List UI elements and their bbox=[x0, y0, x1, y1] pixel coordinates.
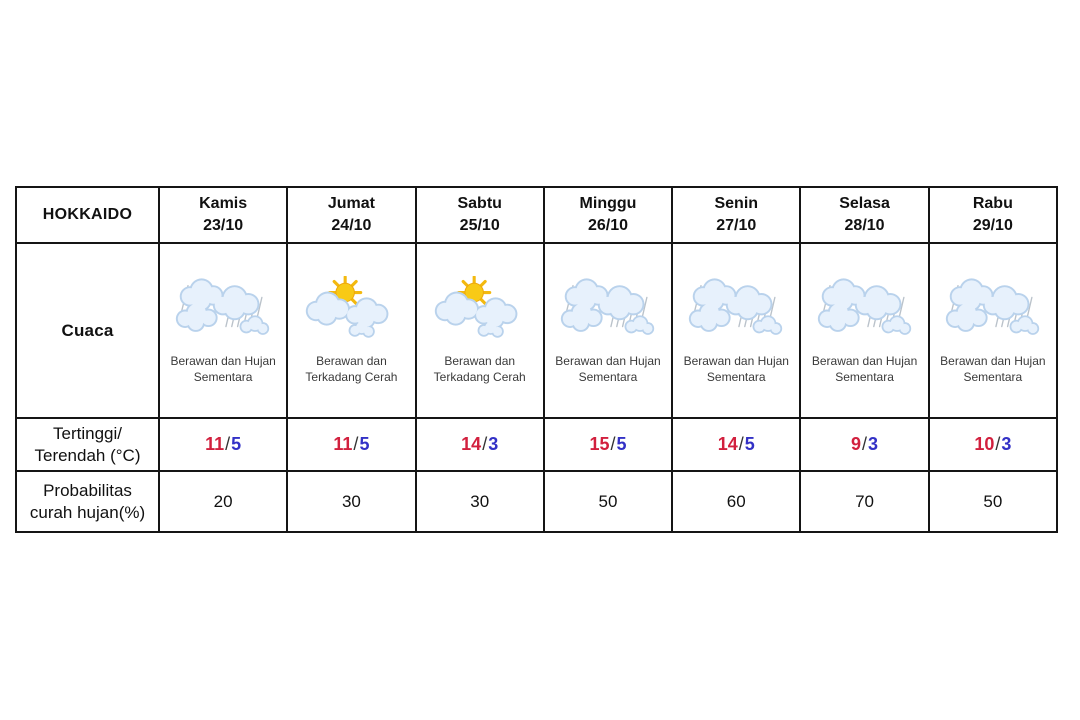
day-header-kamis: Kamis 23/10 bbox=[157, 186, 289, 244]
low-temp: 5 bbox=[744, 434, 755, 454]
day-header-rabu: Rabu 29/10 bbox=[927, 186, 1059, 244]
precip-cell-jumat: 30 bbox=[286, 470, 417, 533]
day-header-jumat: Jumat 24/10 bbox=[286, 186, 417, 244]
day-name: Kamis bbox=[199, 195, 248, 213]
low-temp: 3 bbox=[488, 434, 499, 454]
day-name: Sabtu bbox=[457, 195, 502, 213]
temp-separator: / bbox=[995, 434, 1001, 454]
sun-behind-cloud-icon bbox=[429, 276, 531, 346]
weather-condition: Berawan dan Hujan Sementara bbox=[170, 353, 276, 384]
low-temp: 5 bbox=[616, 434, 627, 454]
weather-cell-sabtu: Berawan dan Terkadang Cerah bbox=[414, 242, 545, 419]
temp-cell-minggu: 15/5 bbox=[542, 417, 674, 472]
temp-cell-jumat: 11/5 bbox=[286, 417, 417, 472]
temp-separator: / bbox=[225, 434, 231, 454]
temp-cell-sabtu: 14/3 bbox=[414, 417, 545, 472]
day-date: 25/10 bbox=[459, 217, 500, 234]
weather-cell-selasa: Berawan dan Hujan Sementara bbox=[799, 242, 930, 419]
precip-cell-minggu: 50 bbox=[542, 470, 674, 533]
cloud-rain-icon bbox=[942, 276, 1044, 346]
high-temp: 15 bbox=[589, 434, 610, 454]
precip-cell-sabtu: 30 bbox=[414, 470, 545, 533]
cloud-rain-icon bbox=[557, 276, 659, 346]
day-date: 27/10 bbox=[716, 217, 757, 234]
cloud-rain-icon bbox=[685, 276, 787, 346]
precip-cell-kamis: 20 bbox=[157, 470, 289, 533]
day-header-minggu: Minggu 26/10 bbox=[542, 186, 674, 244]
weather-cell-jumat: Berawan dan Terkadang Cerah bbox=[286, 242, 417, 419]
weather-row-label: Cuaca bbox=[15, 242, 160, 419]
day-header-senin: Senin 27/10 bbox=[671, 186, 802, 244]
region-label: HOKKAIDO bbox=[15, 186, 160, 244]
weather-condition: Berawan dan Hujan Sementara bbox=[555, 353, 661, 384]
day-header-sabtu: Sabtu 25/10 bbox=[414, 186, 545, 244]
low-temp: 3 bbox=[868, 434, 879, 454]
high-temp: 11 bbox=[205, 434, 225, 454]
low-temp: 5 bbox=[231, 434, 242, 454]
weather-cell-minggu: Berawan dan Hujan Sementara bbox=[542, 242, 674, 419]
temp-separator: / bbox=[610, 434, 616, 454]
weather-condition: Berawan dan Hujan Sementara bbox=[940, 353, 1046, 384]
weather-condition: Berawan dan Terkadang Cerah bbox=[433, 353, 526, 384]
temp-cell-senin: 14/5 bbox=[671, 417, 802, 472]
day-name: Minggu bbox=[579, 195, 637, 213]
temp-separator: / bbox=[862, 434, 868, 454]
cloud-rain-icon bbox=[814, 276, 916, 346]
precipitation-row-label: Probabilitas curah hujan(%) bbox=[15, 470, 160, 533]
temp-separator: / bbox=[738, 434, 744, 454]
high-temp: 14 bbox=[717, 434, 738, 454]
weather-condition: Berawan dan Hujan Sementara bbox=[811, 353, 918, 384]
weather-row: Cuaca Berawan dan Hujan Sementara Berawa… bbox=[15, 242, 1059, 419]
temp-cell-rabu: 10/3 bbox=[927, 417, 1059, 472]
low-temp: 5 bbox=[359, 434, 370, 454]
day-date: 26/10 bbox=[587, 217, 628, 234]
temperature-row-label: Tertinggi/ Terendah (°C) bbox=[15, 417, 160, 472]
temp-cell-kamis: 11/5 bbox=[157, 417, 289, 472]
day-name: Selasa bbox=[839, 195, 890, 213]
precip-cell-selasa: 70 bbox=[799, 470, 930, 533]
weather-cell-kamis: Berawan dan Hujan Sementara bbox=[157, 242, 289, 419]
high-temp: 11 bbox=[333, 434, 353, 454]
low-temp: 3 bbox=[1001, 434, 1012, 454]
day-name: Rabu bbox=[972, 195, 1013, 213]
temp-separator: / bbox=[353, 434, 359, 454]
temp-separator: / bbox=[482, 434, 488, 454]
weather-cell-senin: Berawan dan Hujan Sementara bbox=[671, 242, 802, 419]
high-temp: 10 bbox=[974, 434, 995, 454]
weather-forecast-table: HOKKAIDO Kamis 23/10 Jumat 24/10 Sabtu 2… bbox=[15, 186, 1059, 533]
day-date: 28/10 bbox=[844, 217, 885, 234]
day-name: Jumat bbox=[327, 195, 375, 213]
weather-condition: Berawan dan Hujan Sementara bbox=[683, 353, 789, 384]
precip-cell-rabu: 50 bbox=[927, 470, 1059, 533]
cloud-rain-icon bbox=[172, 276, 274, 346]
day-name: Senin bbox=[714, 195, 759, 213]
day-date: 29/10 bbox=[972, 217, 1013, 234]
precipitation-row: Probabilitas curah hujan(%) 20 30 30 50 … bbox=[15, 470, 1059, 533]
temp-cell-selasa: 9/3 bbox=[799, 417, 930, 472]
table-header-row: HOKKAIDO Kamis 23/10 Jumat 24/10 Sabtu 2… bbox=[15, 186, 1059, 244]
temperature-row: Tertinggi/ Terendah (°C) 11/5 11/5 14/3 … bbox=[15, 417, 1059, 472]
weather-cell-rabu: Berawan dan Hujan Sementara bbox=[927, 242, 1059, 419]
high-temp: 9 bbox=[851, 434, 862, 454]
day-date: 23/10 bbox=[203, 217, 244, 234]
weather-condition: Berawan dan Terkadang Cerah bbox=[305, 353, 398, 384]
precip-cell-senin: 60 bbox=[671, 470, 802, 533]
sun-behind-cloud-icon bbox=[300, 276, 402, 346]
day-date: 24/10 bbox=[331, 217, 372, 234]
high-temp: 14 bbox=[461, 434, 482, 454]
day-header-selasa: Selasa 28/10 bbox=[799, 186, 930, 244]
